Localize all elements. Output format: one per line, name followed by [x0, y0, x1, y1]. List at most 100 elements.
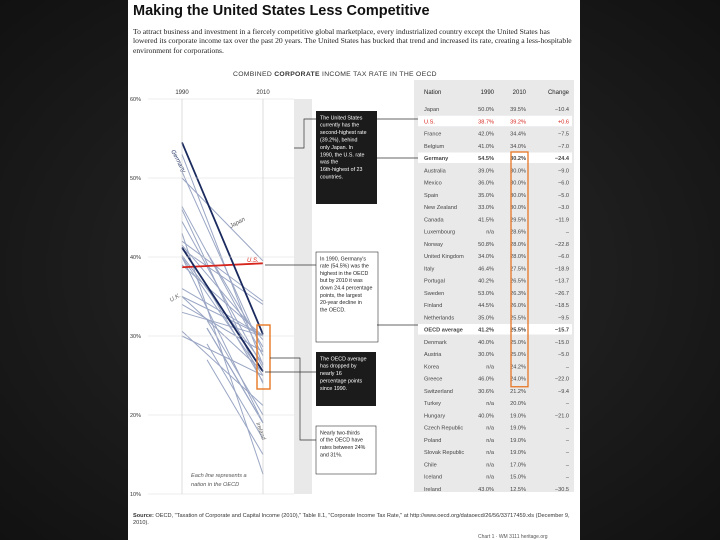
table-cell: United Kingdom — [424, 254, 464, 260]
table-cell: −15.7 — [555, 328, 569, 334]
table-cell: Norway — [424, 242, 443, 248]
plot-side-band — [294, 99, 312, 494]
table-cell: Germany — [424, 156, 449, 162]
table-cell: 20.0% — [510, 401, 526, 407]
annotation-line: of the OECD have — [320, 438, 363, 444]
x-tick-label: 2010 — [256, 90, 270, 96]
table-cell: Finland — [424, 303, 442, 309]
annotation-line: 16th-highest of 23 — [320, 167, 362, 173]
table-cell: 35.0% — [478, 193, 494, 199]
nation-line — [206, 286, 264, 383]
nation-line — [181, 221, 264, 368]
table-cell: −7.5 — [558, 132, 569, 138]
table-cell: Italy — [424, 266, 434, 272]
note-line: Each line represents a — [191, 473, 247, 479]
table-cell: −3.0 — [558, 205, 569, 211]
table-cell: – — [566, 462, 570, 468]
annotation-line: the OECD. — [320, 307, 346, 313]
annotation-line: only Japan. In — [320, 145, 353, 151]
annotation-line: Nearly two-thirds — [320, 430, 360, 436]
table-cell: 25.0% — [510, 352, 526, 358]
table-cell: −11.9 — [555, 217, 569, 223]
y-tick-label: 60% — [130, 97, 141, 103]
annotation-line: was the — [320, 160, 338, 166]
highlight-line — [181, 247, 264, 373]
table-cell: 12.5% — [510, 487, 526, 493]
connector — [294, 118, 316, 149]
table-cell: 30.0% — [478, 352, 494, 358]
each-line-note: Each line represents a nation in the OECD — [191, 473, 247, 488]
table-cell: 40.2% — [478, 279, 494, 285]
table-cell: 26.5% — [510, 279, 526, 285]
table-cell: – — [566, 426, 570, 432]
chart-svg: Germany Japan U.S. U.K. Ireland Each line rep… — [130, 80, 574, 498]
table-cell: −22.0 — [555, 377, 569, 383]
table-cell: Korea — [424, 364, 440, 370]
table-cell: 33.0% — [478, 205, 494, 211]
table-cell: Netherlands — [424, 315, 454, 321]
table-cell: n/a — [486, 475, 495, 481]
table-cell: −26.7 — [555, 291, 569, 297]
y-tick-label: 10% — [130, 492, 141, 498]
table-header: 2010 — [513, 90, 527, 96]
table-cell: 42.0% — [478, 132, 494, 138]
table-cell: Mexico — [424, 181, 442, 187]
table-cell: −21.0 — [555, 413, 569, 419]
table-cell: Austria — [424, 352, 442, 358]
table-cell: 54.5% — [478, 156, 494, 162]
table-cell: 24.2% — [510, 364, 526, 370]
highlight-line — [181, 142, 264, 335]
annotation-line: highest in the OECD — [320, 271, 368, 277]
table-cell: – — [566, 438, 570, 444]
table-cell: 28.0% — [510, 254, 526, 260]
chart-title: COMBINED CORPORATE INCOME TAX RATE IN TH… — [233, 71, 437, 78]
table-cell: −6.0 — [558, 181, 569, 187]
annotation-line: In 1990, Germany's — [320, 256, 366, 262]
table-cell: 30.0% — [510, 181, 526, 187]
table-cell: Luxembourg — [424, 230, 455, 236]
nation-line — [181, 248, 264, 305]
table-cell: 36.0% — [478, 181, 494, 187]
table-cell: – — [566, 450, 570, 456]
range-highlight-table — [510, 151, 529, 388]
table-cell: – — [566, 475, 570, 481]
table-cell: +0.6 — [558, 119, 569, 125]
table-cell: – — [566, 230, 570, 236]
table-cell: n/a — [486, 364, 495, 370]
table-cell: – — [566, 401, 570, 407]
table-cell: 38.7% — [478, 119, 494, 125]
table-cell: −7.0 — [558, 144, 569, 150]
table-cell: −6.0 — [558, 254, 569, 260]
annotation-germany-text: In 1990, Germany's rate (54.5%) was the hi… — [320, 256, 372, 313]
table-cell: 46.4% — [478, 266, 494, 272]
table-cell: −30.5 — [555, 487, 569, 493]
table-cell: Iceland — [424, 475, 442, 481]
annotation-us-bg — [316, 111, 377, 204]
annotation-line: points, the largest — [320, 293, 362, 299]
table-cell: 30.0% — [510, 193, 526, 199]
annotation-line: percentage points — [320, 379, 362, 385]
table-cell: 19.0% — [510, 413, 526, 419]
table-cell: Czech Republic — [424, 426, 463, 432]
table-cell: 35.0% — [478, 315, 494, 321]
table-row-highlight — [418, 152, 572, 163]
annotation-line: and 31%. — [320, 453, 342, 459]
table-cell: 44.5% — [478, 303, 494, 309]
table-cell: 17.0% — [510, 462, 526, 468]
nation-line — [206, 327, 264, 424]
table-row-highlight — [418, 115, 572, 127]
annotation-line: (39.2%), behind — [320, 138, 357, 144]
table-cell: −15.0 — [555, 340, 569, 346]
annotation-us-text: The United States currently has the second… — [320, 115, 367, 180]
table-panel — [414, 80, 574, 492]
table-cell: 27.5% — [510, 266, 526, 272]
table-cell: −10.4 — [555, 107, 569, 113]
infographic: Making the United States Less Competitiv… — [128, 0, 580, 540]
nation-line — [181, 330, 264, 406]
nation-line — [181, 209, 264, 384]
source-note: Source: OECD, "Taxation of Corporate and… — [133, 513, 570, 526]
nation-line — [181, 171, 264, 353]
table-cell: 19.0% — [510, 426, 526, 432]
annotation-line: but by 2010 it was — [320, 278, 363, 284]
